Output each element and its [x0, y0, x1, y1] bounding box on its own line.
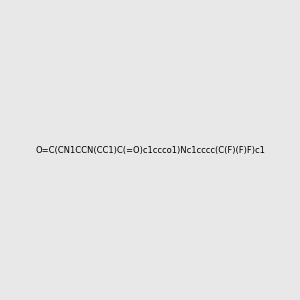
Text: O=C(CN1CCN(CC1)C(=O)c1ccco1)Nc1cccc(C(F)(F)F)c1: O=C(CN1CCN(CC1)C(=O)c1ccco1)Nc1cccc(C(F)…	[35, 146, 265, 154]
